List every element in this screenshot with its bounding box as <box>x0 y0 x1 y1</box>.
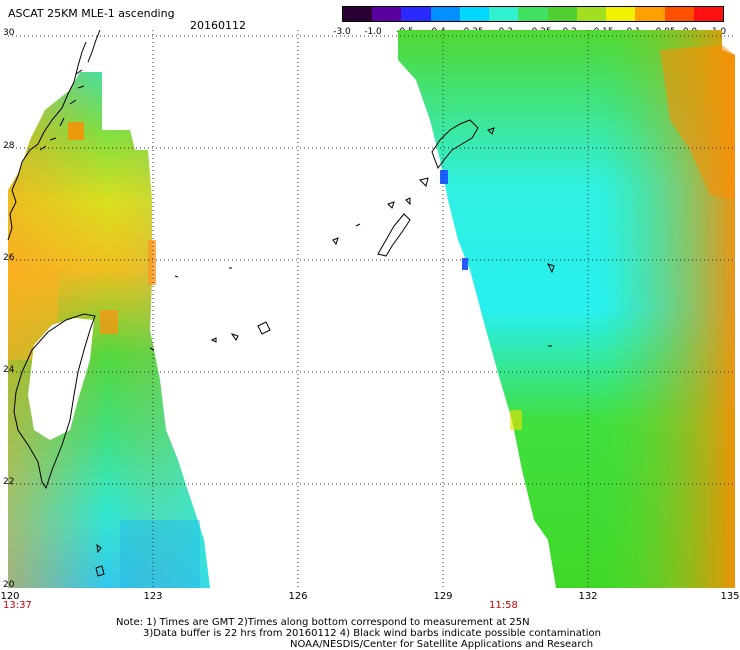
colorbar-swatch <box>576 7 607 21</box>
lat-label: 26 <box>3 253 15 263</box>
note-line-1: Note: 1) Times are GMT 2)Times along bot… <box>116 617 530 628</box>
lat-lon-grid <box>8 30 735 588</box>
lon-label: 129 <box>433 591 453 602</box>
map-date: 20160112 <box>190 19 246 32</box>
lat-label: 30 <box>3 28 15 38</box>
colorbar-swatch <box>343 7 373 21</box>
lon-label: 132 <box>578 591 598 602</box>
note-line-2: 3)Data buffer is 22 hrs from 20160112 4)… <box>143 628 601 639</box>
lat-label: 28 <box>3 141 15 151</box>
colorbar-swatch <box>635 7 665 21</box>
colorbar-swatch <box>489 7 519 21</box>
coastlines <box>7 29 555 577</box>
lon-label: 123 <box>143 591 163 602</box>
lat-label: 20 <box>3 580 15 590</box>
colorbar-swatch <box>430 7 460 21</box>
colorbar-swatch <box>606 7 636 21</box>
time-left: 13:37 <box>3 600 32 611</box>
map-title: ASCAT 25KM MLE-1 ascending <box>8 7 175 20</box>
lat-label: 22 <box>3 477 15 487</box>
colorbar-swatch <box>372 7 402 21</box>
colorbar-swatch <box>401 7 431 21</box>
left-swath <box>8 72 210 588</box>
colorbar-swatch <box>459 7 490 21</box>
colorbar-swatch <box>547 7 577 21</box>
colorbar-swatch <box>518 7 548 21</box>
colorbar <box>342 6 724 22</box>
lat-label: 24 <box>3 365 15 375</box>
note-line-3: NOAA/NESDIS/Center for Satellite Applica… <box>290 639 594 650</box>
right-swath <box>398 30 735 588</box>
colorbar-label: -3.0 <box>333 27 351 37</box>
colorbar-swatch <box>693 7 724 21</box>
colorbar-label: -1.0 <box>364 27 382 37</box>
time-right: 11:58 <box>489 600 518 611</box>
lon-label: 126 <box>288 591 308 602</box>
colorbar-swatch <box>664 7 694 21</box>
lon-label: 135 <box>720 591 740 602</box>
lon-label: 120 <box>0 591 20 602</box>
